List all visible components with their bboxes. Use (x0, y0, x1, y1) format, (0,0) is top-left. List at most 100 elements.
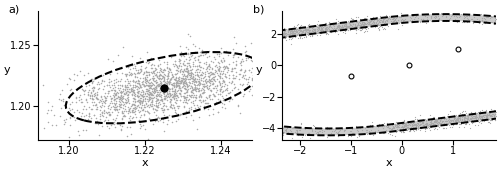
Point (154, 76, 162, 78)
Point (414, 125, 422, 127)
Point (172, 90, 180, 92)
Point (178, 63, 186, 66)
Point (410, 126, 418, 129)
Point (186, 76, 194, 79)
Point (195, 46, 203, 48)
Point (248, 125, 256, 128)
Point (193, 65, 201, 68)
Point (281, 129, 289, 131)
Point (170, 96, 178, 99)
Point (290, 32, 298, 34)
Point (287, 38, 295, 41)
Point (124, 99, 132, 102)
Point (277, 30, 285, 33)
Point (90, 86, 98, 89)
Point (166, 79, 173, 82)
Point (412, 127, 420, 130)
Point (370, 15, 378, 18)
Point (176, 70, 184, 72)
Point (100, 80, 108, 82)
Point (461, 114, 469, 117)
Point (271, 33, 279, 36)
Point (486, 118, 494, 121)
Point (188, 94, 196, 96)
Point (358, 26, 366, 28)
Point (254, 37, 262, 40)
Point (128, 87, 136, 90)
Point (472, 123, 480, 126)
Point (190, 57, 198, 60)
Point (160, 91, 168, 94)
Point (230, 36, 238, 38)
Point (251, 31, 259, 33)
Point (240, 45, 248, 48)
Point (96, 99, 104, 102)
Point (366, 21, 374, 23)
Point (166, 92, 173, 94)
Point (370, 20, 378, 23)
Point (306, 137, 314, 140)
Point (166, 69, 174, 72)
Point (316, 27, 324, 29)
Point (268, 128, 276, 131)
Point (440, 126, 448, 129)
Point (328, 29, 336, 32)
Point (152, 89, 160, 92)
Point (322, 28, 330, 31)
Point (488, 115, 496, 118)
Point (222, 64, 230, 67)
Point (365, 125, 373, 128)
Point (434, 123, 442, 126)
Point (124, 116, 132, 119)
Point (347, 135, 355, 138)
Point (86, 95, 94, 98)
Point (278, 38, 286, 41)
Point (432, 122, 440, 124)
Point (286, 33, 294, 35)
Point (159, 121, 167, 123)
Point (150, 84, 158, 86)
Point (298, 34, 306, 36)
Point (152, 87, 160, 90)
Point (148, 71, 156, 74)
Point (128, 86, 136, 89)
Point (283, 33, 291, 36)
Point (220, 79, 228, 82)
Point (304, 29, 312, 32)
Point (112, 107, 120, 110)
Point (153, 70, 161, 73)
Point (380, 125, 388, 127)
Point (148, 78, 156, 80)
Point (173, 69, 181, 72)
Point (434, 122, 442, 125)
Point (164, 75, 172, 78)
Point (182, 78, 190, 81)
Point (152, 71, 160, 74)
Point (120, 88, 128, 91)
Point (216, 77, 224, 79)
Point (134, 80, 142, 83)
Point (198, 105, 205, 108)
Point (126, 88, 134, 91)
Point (403, 123, 411, 126)
Point (268, 36, 276, 39)
Point (158, 100, 166, 102)
Point (300, 29, 308, 32)
Point (120, 89, 128, 91)
Point (314, 28, 322, 31)
Point (211, 46, 219, 49)
Point (322, 31, 330, 34)
Point (355, 134, 363, 137)
Point (216, 93, 224, 95)
Point (157, 70, 165, 73)
Point (200, 113, 208, 115)
Point (216, 117, 224, 120)
Point (88, 78, 96, 80)
Point (314, 23, 322, 26)
Point (198, 48, 206, 51)
Point (172, 83, 180, 85)
Point (300, 30, 308, 33)
Point (172, 73, 180, 76)
Point (284, 33, 292, 35)
Point (300, 29, 308, 32)
